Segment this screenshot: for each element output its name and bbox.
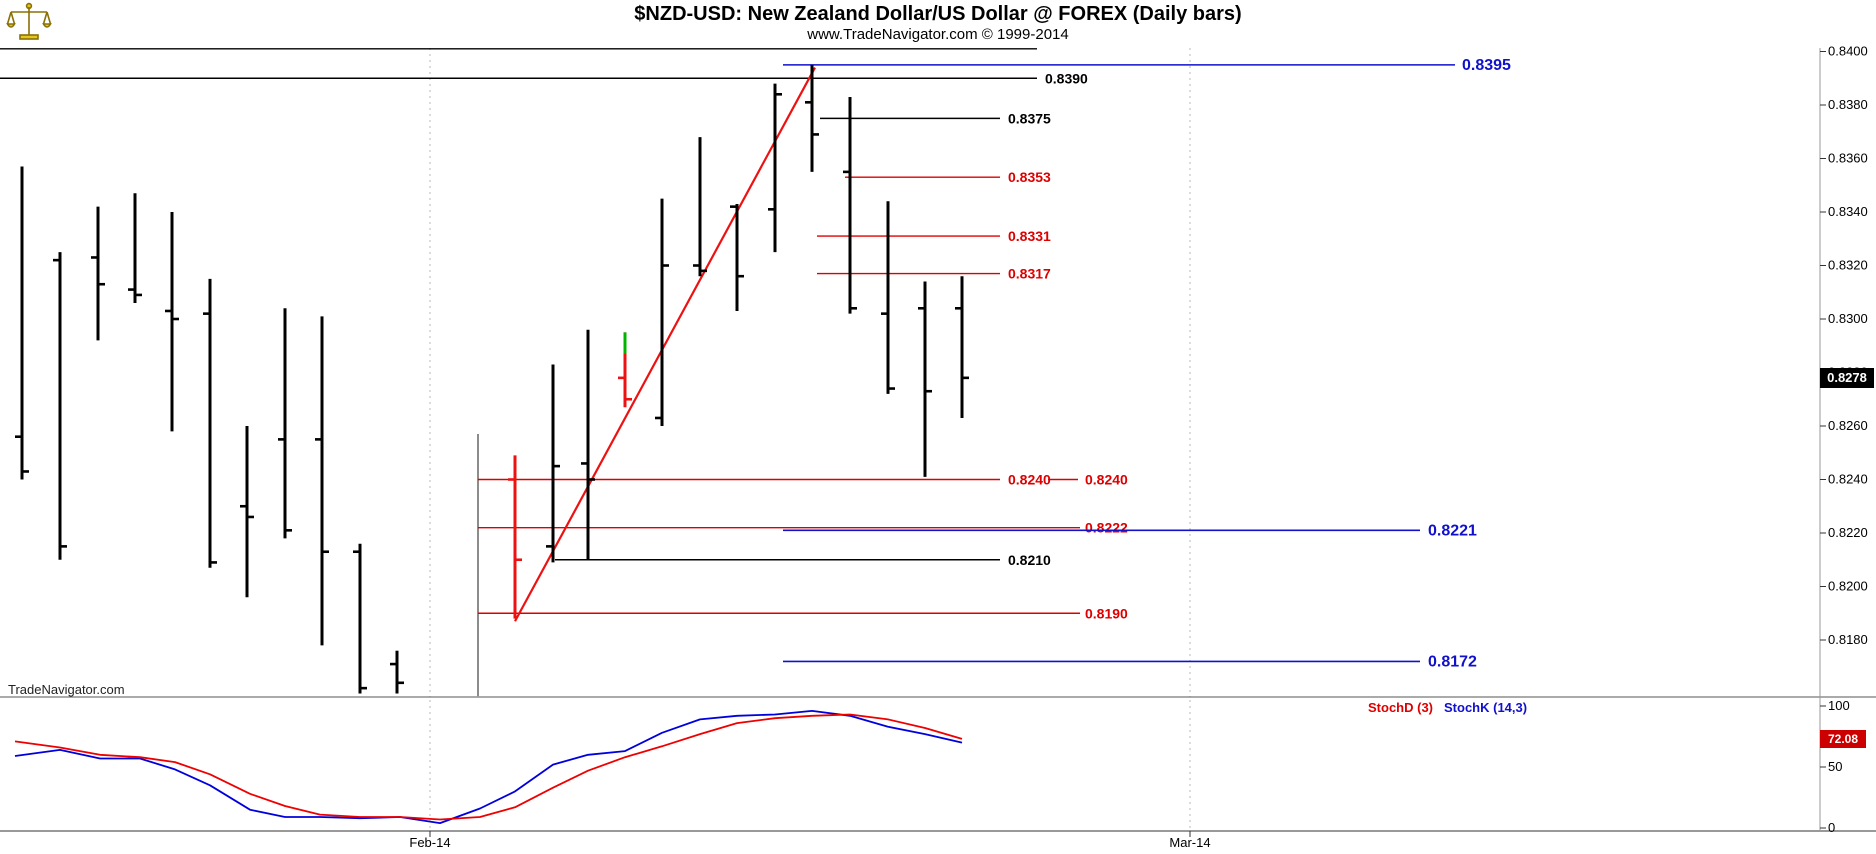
ohlc-bar [918,281,932,477]
stochd-legend-label[interactable]: StochD (3) [1368,700,1433,715]
level-label: 0.8375 [1008,110,1051,126]
level-label: 0.8222 [1085,520,1128,536]
chart-subtitle: www.TradeNavigator.com © 1999-2014 [807,26,1069,43]
trend-line [514,67,816,622]
ohlc-bar [278,308,292,539]
xaxis-label-mar: Mar-14 [1169,835,1211,850]
ohlc-bar [693,137,707,277]
level-label: 0.8331 [1008,228,1051,244]
ohlc-bar [805,64,819,172]
level-label: 0.8221 [1428,522,1477,539]
ohlc-bar [203,278,217,568]
stoch-axis-label: 0 [1828,820,1835,835]
price-axis-label: 0.8240 [1828,472,1868,487]
ohlc-bar [768,83,782,253]
stochk-line [14,710,963,824]
ohlc-bar [843,96,857,314]
price-axis-label: 0.8340 [1828,204,1868,219]
ohlc-bar [655,198,669,426]
ohlc-bar [240,426,254,598]
price-axis-label: 0.8380 [1828,97,1868,112]
price-axis-label: 0.8200 [1828,579,1868,594]
last-price-badge: 0.8278 [1820,368,1874,388]
ohlc-bar [508,455,522,619]
price-axis-label: 0.8180 [1828,632,1868,647]
level-label: 0.8317 [1008,266,1051,282]
level-label: 0.8395 [1462,57,1511,74]
level-label: 0.8172 [1428,653,1477,670]
chart-title: $NZD-USD: New Zealand Dollar/US Dollar @… [634,3,1242,25]
ohlc-bar [315,316,329,646]
ohlc-bar [53,252,67,560]
price-axis-label: 0.8220 [1828,525,1868,540]
ohlc-bar [15,166,29,480]
ohlc-bar [581,329,595,560]
ohlc-bar [165,212,179,432]
level-label: 0.8240 [1008,472,1051,488]
stochd-line [14,713,963,821]
ohlc-bar [546,364,560,563]
level-label: 0.8240 [1085,472,1128,488]
price-axis-label: 0.8320 [1828,258,1868,273]
level-label: 0.8390 [1045,70,1088,86]
watermark: TradeNavigator.com [8,682,125,697]
balance-scale-shapes [6,2,52,40]
stochk-legend-label[interactable]: StochK (14,3) [1444,700,1528,715]
ohlc-bar [353,543,367,694]
ohlc-bar [128,193,142,303]
xaxis-label-feb: Feb-14 [409,835,451,850]
ohlc-bar [730,203,744,311]
balance-scale-graphic [6,2,52,40]
stoch-value-badge: 72.08 [1820,730,1866,748]
ohlc-bar [390,650,404,694]
stoch-axis-label: 100 [1828,698,1850,713]
level-label: 0.8190 [1085,605,1128,621]
ohlc-bar [618,332,632,408]
price-axis-label: 0.8400 [1828,44,1868,59]
ohlc-bar [955,276,969,418]
price-axis-label: 0.8300 [1828,311,1868,326]
price-axis-label: 0.8260 [1828,418,1868,433]
level-label: 0.8210 [1008,552,1051,568]
stoch-axis-label: 50 [1828,759,1842,774]
price-axis-label: 0.8360 [1828,151,1868,166]
ohlc-bar [881,201,895,394]
ohlc-bar [91,206,105,341]
balance-scale-icon [6,1,52,48]
level-label: 0.8353 [1008,169,1051,185]
